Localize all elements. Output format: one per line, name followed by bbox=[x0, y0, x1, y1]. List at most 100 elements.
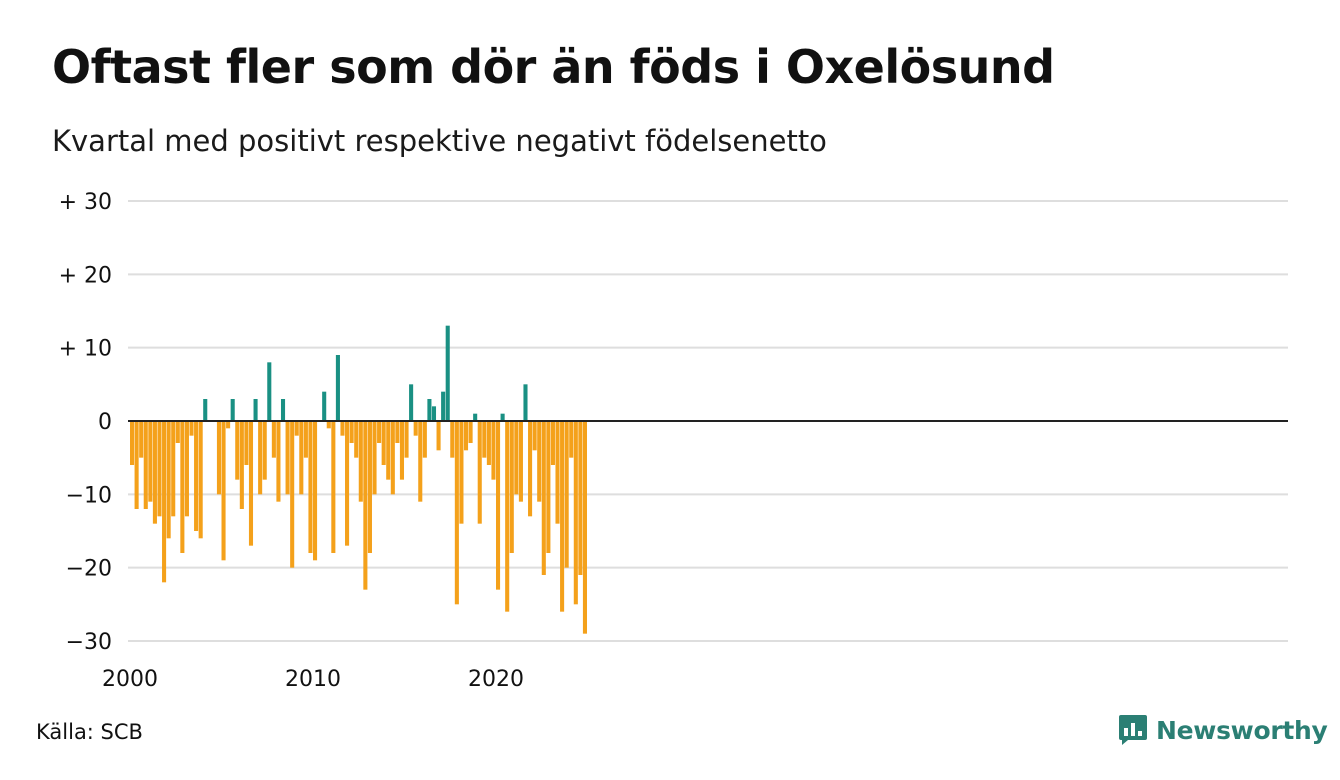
bar bbox=[560, 421, 565, 612]
bar bbox=[390, 421, 395, 495]
bar bbox=[184, 421, 189, 517]
brand-logo: Newsworthy bbox=[1118, 714, 1328, 746]
y-tick-label: −30 bbox=[66, 630, 112, 655]
x-tick-label: 2000 bbox=[102, 667, 158, 692]
bar bbox=[166, 421, 171, 539]
bar bbox=[532, 421, 537, 451]
bar bbox=[130, 421, 135, 465]
bar bbox=[569, 421, 574, 458]
bar bbox=[491, 421, 496, 480]
bar bbox=[541, 421, 546, 575]
bar bbox=[454, 421, 459, 605]
bar bbox=[335, 355, 340, 421]
bar bbox=[578, 421, 583, 575]
bar bbox=[363, 421, 368, 590]
bar bbox=[377, 421, 382, 443]
bar bbox=[468, 421, 473, 443]
bar bbox=[152, 421, 157, 524]
bar bbox=[395, 421, 400, 443]
bar bbox=[303, 421, 308, 458]
bar bbox=[482, 421, 487, 458]
bar bbox=[509, 421, 514, 553]
bar bbox=[221, 421, 226, 561]
bar bbox=[203, 399, 208, 421]
bar bbox=[500, 413, 505, 421]
bar bbox=[496, 421, 501, 590]
bar bbox=[235, 421, 240, 480]
chart-subtitle: Kvartal med positivt respektive negativt… bbox=[52, 124, 827, 158]
bar bbox=[473, 413, 478, 421]
bar bbox=[271, 421, 276, 458]
bar bbox=[294, 421, 299, 436]
axes: + 30 + 20 + 10 0 −10 −20 −30 2000 2010 2020 bbox=[59, 190, 1288, 692]
bar bbox=[409, 384, 414, 421]
y-tick-label: + 10 bbox=[59, 337, 112, 362]
bar bbox=[514, 421, 519, 495]
bar bbox=[139, 421, 144, 458]
bar bbox=[404, 421, 409, 458]
y-tick-label: + 20 bbox=[59, 263, 112, 288]
bar bbox=[244, 421, 249, 465]
bar bbox=[413, 421, 418, 436]
bar bbox=[505, 421, 510, 612]
bar bbox=[290, 421, 295, 568]
bar bbox=[258, 421, 263, 495]
bar bbox=[518, 421, 523, 502]
bar bbox=[427, 399, 432, 421]
y-tick-label: 0 bbox=[98, 410, 112, 435]
bar bbox=[322, 391, 327, 421]
bar bbox=[267, 362, 272, 421]
bar bbox=[528, 421, 533, 517]
bar bbox=[386, 421, 391, 480]
bar bbox=[358, 421, 363, 502]
bar bbox=[276, 421, 281, 502]
bar bbox=[463, 421, 469, 451]
bar bbox=[299, 421, 304, 495]
bar bbox=[157, 421, 162, 517]
bar bbox=[459, 421, 464, 524]
bar bbox=[422, 421, 427, 458]
bar bbox=[573, 421, 578, 605]
y-tick-label: + 30 bbox=[59, 190, 112, 215]
bar bbox=[523, 384, 528, 421]
bar bbox=[262, 421, 267, 480]
bar bbox=[253, 399, 258, 421]
bar bbox=[445, 325, 450, 421]
bar bbox=[345, 421, 350, 546]
bar bbox=[226, 421, 231, 429]
bar bbox=[486, 421, 491, 465]
bar bbox=[555, 421, 560, 524]
bar bbox=[134, 421, 139, 509]
bar bbox=[171, 421, 176, 517]
bar bbox=[148, 421, 153, 502]
bar bbox=[399, 421, 405, 480]
gridlines bbox=[128, 200, 1288, 642]
bar bbox=[546, 421, 551, 553]
bar bbox=[230, 399, 235, 421]
bar bbox=[441, 391, 446, 421]
bar bbox=[180, 421, 185, 553]
source-note: Källa: SCB bbox=[36, 720, 143, 744]
bar bbox=[308, 421, 313, 553]
bar bbox=[239, 421, 244, 509]
bar bbox=[175, 421, 180, 443]
chart-title: Oftast fler som dör än föds i Oxelösund bbox=[52, 40, 1055, 94]
bar bbox=[313, 421, 318, 561]
bar bbox=[162, 421, 167, 583]
bar bbox=[285, 421, 290, 495]
bar bbox=[189, 421, 194, 436]
bar bbox=[354, 421, 359, 458]
x-tick-label: 2010 bbox=[285, 667, 341, 692]
bar bbox=[331, 421, 336, 553]
bar bbox=[381, 421, 386, 465]
y-tick-label: −10 bbox=[66, 483, 112, 508]
bar bbox=[550, 421, 555, 465]
bar bbox=[349, 421, 354, 443]
bar bbox=[280, 399, 286, 421]
y-tick-label: −20 bbox=[66, 557, 112, 582]
bar bbox=[537, 421, 542, 502]
bar bbox=[340, 421, 345, 436]
bar bbox=[143, 421, 148, 509]
bars bbox=[130, 325, 587, 634]
bar bbox=[326, 421, 331, 429]
